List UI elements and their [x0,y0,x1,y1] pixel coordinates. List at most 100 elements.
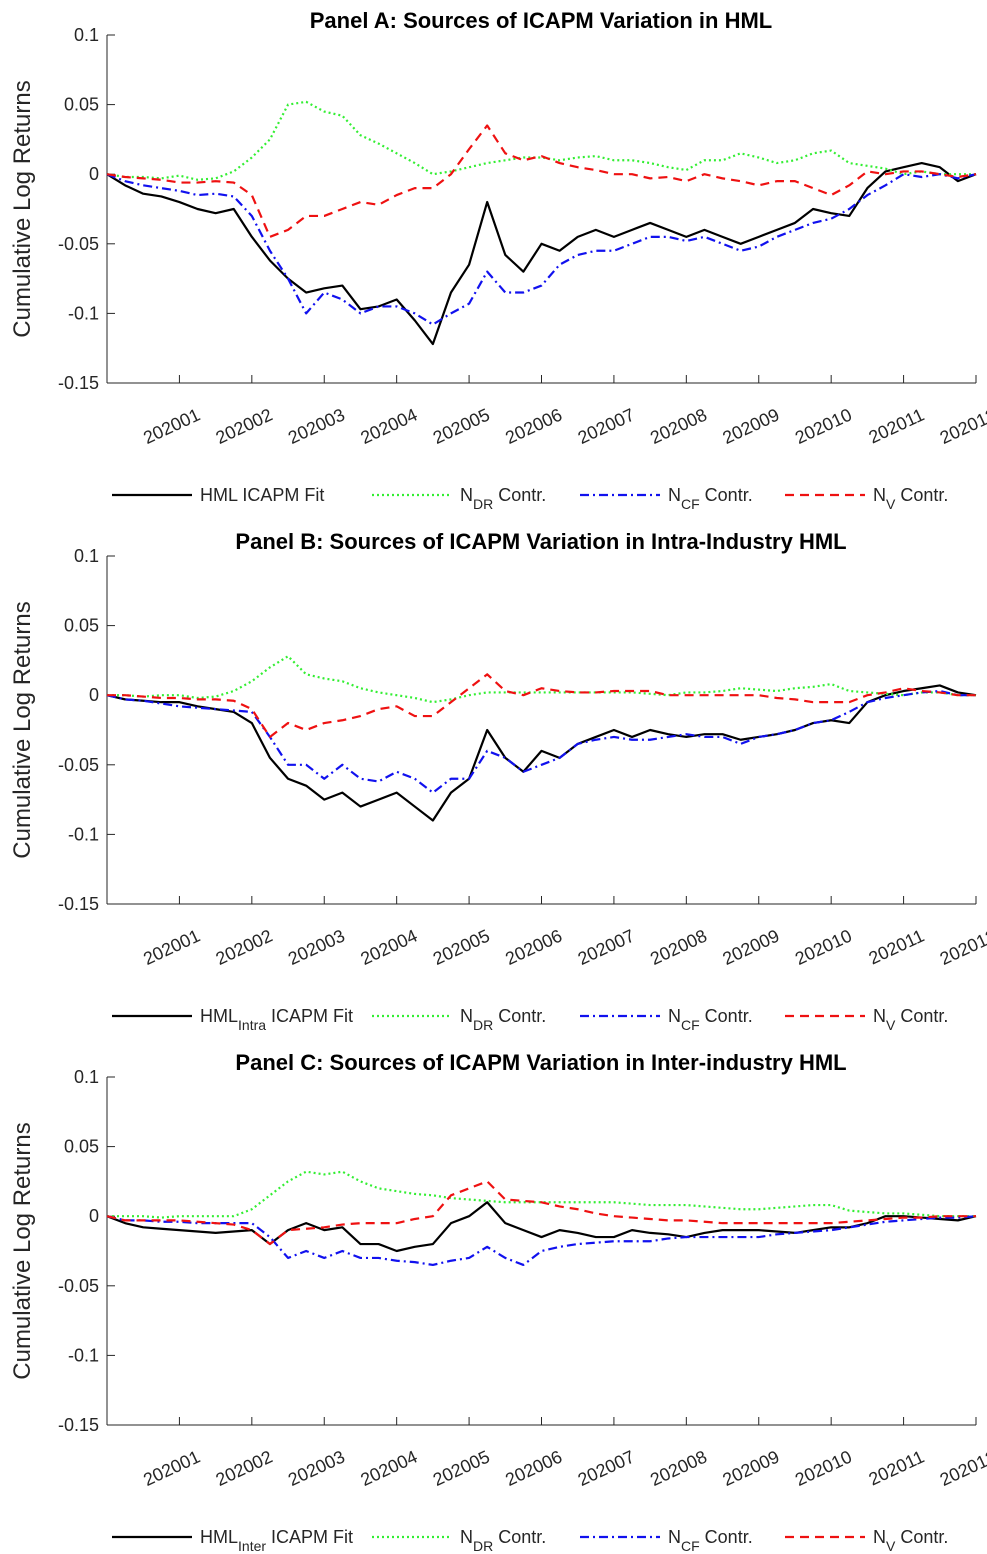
legend-text-part: HML [200,1527,238,1547]
legend-text-part: Contr. [895,1527,948,1547]
legend-text-part: Contr. [895,485,948,505]
x-tick-label: 202005 [430,1446,493,1490]
y-tick-label: 0.05 [64,95,99,115]
legend-text-part: V [886,496,896,512]
legend-text-part: N [873,1006,886,1026]
legend-label: NDR Contr. [460,485,546,512]
legend-text-part: V [886,1017,896,1033]
x-tick-label: 202006 [502,1446,565,1490]
y-tick-label: 0.05 [64,616,99,636]
legend-text-part: Contr. [493,485,546,505]
series-line [107,673,976,739]
y-axis-label: Cumulative Log Returns [9,601,36,858]
y-tick-label: -0.1 [68,1345,99,1365]
series-line [106,124,977,238]
x-tick-label: 202001 [140,404,203,448]
legend-text-part: N [460,1527,473,1547]
legend-text-part: N [460,485,473,505]
legend-text-part: DR [473,1017,493,1033]
legend-label: NV Contr. [873,485,948,512]
series-line [106,1201,977,1253]
legend-label: NDR Contr. [460,1527,546,1554]
legend-text-part: N [460,1006,473,1026]
y-tick-label: 0 [89,1206,99,1226]
legend-text-part: N [873,485,886,505]
legend-text-part: CF [681,1017,700,1033]
y-tick-label: 0.1 [74,1067,99,1087]
y-tick-label: -0.15 [58,1415,99,1435]
legend-label: NCF Contr. [668,1527,753,1554]
x-tick-label: 202003 [285,1446,348,1490]
legend-text-part: DR [473,496,493,512]
y-tick-label: -0.05 [58,1276,99,1296]
y-axis-label: Cumulative Log Returns [9,80,36,337]
y-tick-label: 0 [89,164,99,184]
x-tick-label: 202012 [937,925,987,969]
panel-title: Panel C: Sources of ICAPM Variation in I… [235,1050,846,1075]
x-tick-label: 202007 [575,1446,638,1490]
x-tick-label: 202002 [213,404,276,448]
x-tick-label: 202006 [502,925,565,969]
y-tick-label: -0.05 [58,755,99,775]
legend-text-part: Inter [238,1538,266,1554]
x-tick-label: 202004 [357,404,420,448]
x-tick-label: 202011 [866,925,928,968]
legend-text-part: HML [200,1006,238,1026]
series-line [107,1170,976,1219]
series-line [106,684,977,822]
legend-text-part: Contr. [700,1527,753,1547]
series-line [106,689,976,794]
series-line [106,100,976,181]
legend-text-part: N [873,1527,886,1547]
legend-text-part: ICAPM Fit [266,1006,353,1026]
legend-text-part: Contr. [493,1527,546,1547]
series-line [106,173,977,326]
y-tick-label: -0.1 [68,303,99,323]
legend-text-part: Contr. [700,1006,753,1026]
y-tick-label: -0.05 [58,234,99,254]
legend-label: HMLInter ICAPM Fit [200,1527,353,1554]
x-tick-label: 202011 [866,1446,928,1489]
legend-text-part: N [668,1006,681,1026]
x-tick-label: 202009 [720,1446,783,1490]
x-tick-label: 202005 [430,404,493,448]
x-tick-label: 202009 [720,925,783,969]
series-line [106,161,977,346]
legend-text-part: CF [681,496,700,512]
x-tick-label: 202001 [140,925,203,969]
x-tick-label: 202010 [792,404,855,448]
x-tick-label: 202003 [285,404,348,448]
y-tick-label: -0.15 [58,894,99,914]
legend-label: NCF Contr. [668,1006,753,1033]
x-tick-label: 202012 [937,1446,987,1490]
series-line [106,1180,976,1246]
x-tick-label: 202004 [357,1446,420,1490]
legend-text-part: HML ICAPM Fit [200,485,324,505]
x-tick-label: 202008 [647,1446,710,1490]
x-tick-label: 202002 [213,925,276,969]
panel-title: Panel A: Sources of ICAPM Variation in H… [310,8,772,33]
legend-text-part: Contr. [895,1006,948,1026]
legend-label: HMLIntra ICAPM Fit [200,1006,353,1033]
x-tick-label: 202010 [792,925,855,969]
legend-text-part: V [886,1538,896,1554]
legend-text-part: N [668,1527,681,1547]
y-tick-label: -0.15 [58,373,99,393]
x-tick-label: 202008 [647,404,710,448]
legend-label: NV Contr. [873,1006,948,1033]
legend-text-part: Contr. [700,485,753,505]
x-tick-label: 202003 [285,925,348,969]
legend-text-part: N [668,485,681,505]
series-line [106,1215,977,1267]
legend-label: HML ICAPM Fit [200,485,324,505]
y-axis-label: Cumulative Log Returns [9,1122,36,1379]
legend-text-part: CF [681,1538,700,1554]
x-tick-label: 202006 [502,404,565,448]
legend-text-part: Intra [238,1017,266,1033]
x-tick-label: 202011 [866,404,928,447]
x-tick-label: 202004 [357,925,420,969]
x-tick-label: 202009 [720,404,783,448]
legend-text-part: Contr. [493,1006,546,1026]
